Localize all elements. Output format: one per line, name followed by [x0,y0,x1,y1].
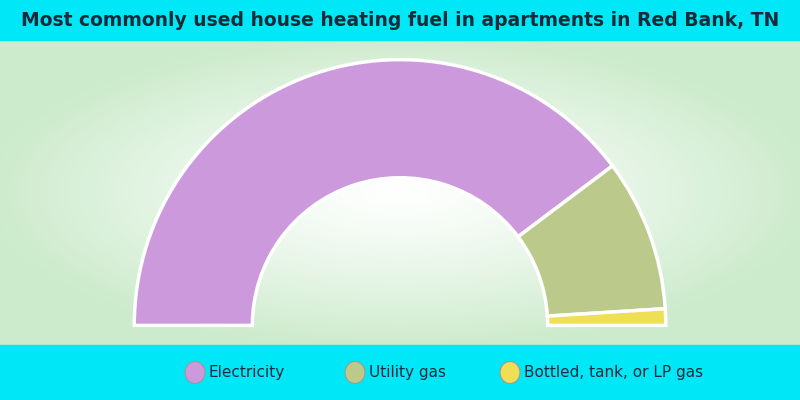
Wedge shape [518,166,666,316]
Text: Most commonly used house heating fuel in apartments in Red Bank, TN: Most commonly used house heating fuel in… [21,10,779,30]
Text: Utility gas: Utility gas [369,365,446,380]
Ellipse shape [185,362,205,384]
Ellipse shape [345,362,365,384]
Text: Bottled, tank, or LP gas: Bottled, tank, or LP gas [524,365,703,380]
Wedge shape [134,60,613,325]
Wedge shape [547,309,666,325]
Ellipse shape [500,362,520,384]
Text: Electricity: Electricity [209,365,286,380]
